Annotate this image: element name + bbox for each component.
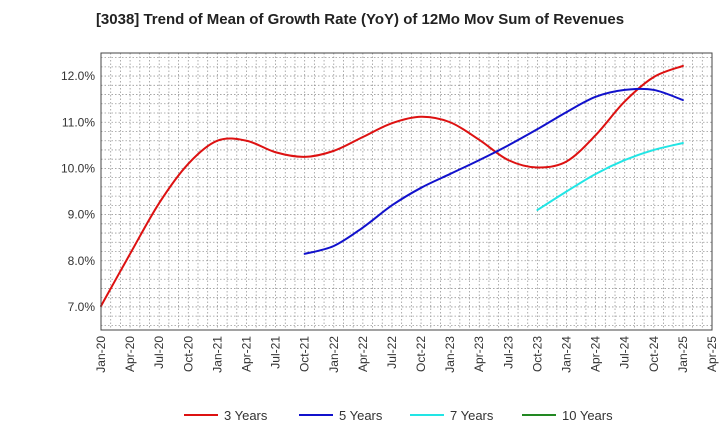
x-tick-label: Oct-22	[414, 336, 428, 372]
plot-area	[101, 53, 712, 330]
legend-label: 5 Years	[339, 408, 383, 423]
x-tick-label: Apr-23	[472, 336, 486, 372]
grid-lines	[100, 53, 713, 330]
x-tick-label: Apr-22	[356, 336, 370, 372]
y-tick-label: 11.0%	[62, 115, 95, 129]
y-tick-label: 9.0%	[68, 208, 96, 222]
x-tick-label: Apr-25	[705, 336, 719, 372]
legend-label: 7 Years	[450, 408, 494, 423]
y-axis-tick-labels: 7.0% 8.0% 9.0% 10.0% 11.0% 12.0%	[61, 69, 95, 314]
x-tick-label: Jan-25	[676, 336, 690, 373]
legend-label: 10 Years	[562, 408, 613, 423]
series-line-3-years	[100, 64, 684, 307]
x-tick-label: Jul-22	[385, 336, 399, 369]
x-tick-label: Oct-21	[298, 336, 312, 372]
x-tick-label: Jul-24	[618, 336, 632, 369]
x-tick-label: Jan-22	[327, 336, 341, 373]
y-tick-label: 8.0%	[68, 254, 96, 268]
y-tick-label: 12.0%	[61, 69, 95, 83]
x-tick-label: Jan-24	[560, 336, 574, 373]
plot-frame	[100, 52, 713, 331]
y-tick-label: 7.0%	[68, 300, 96, 314]
x-tick-label: Jul-23	[501, 336, 515, 369]
x-tick-label: Oct-24	[647, 336, 661, 372]
x-tick-label: Jan-20	[94, 336, 108, 373]
x-tick-label: Jan-21	[210, 336, 224, 373]
x-tick-label: Apr-24	[589, 336, 603, 372]
chart-title: [3038] Trend of Mean of Growth Rate (YoY…	[96, 11, 624, 28]
x-tick-label: Oct-20	[181, 336, 195, 372]
x-tick-label: Jul-20	[152, 336, 166, 369]
series-lines	[100, 64, 684, 307]
legend-label: 3 Years	[224, 408, 268, 423]
y-tick-label: 10.0%	[61, 161, 95, 175]
x-tick-label: Oct-23	[530, 336, 544, 372]
x-axis-tick-labels: Jan-20 Apr-20 Jul-20 Oct-20 Jan-21 Apr-21 Jul-…	[94, 336, 719, 373]
x-tick-label: Apr-20	[123, 336, 137, 372]
x-tick-label: Jul-21	[269, 336, 283, 369]
x-tick-label: Jan-23	[443, 336, 457, 373]
x-tick-label: Apr-21	[239, 336, 253, 372]
legend: 3 Years 5 Years 7 Years 10 Years	[184, 408, 613, 423]
series-line-7-years	[536, 142, 684, 211]
series-line-5-years	[303, 87, 684, 255]
